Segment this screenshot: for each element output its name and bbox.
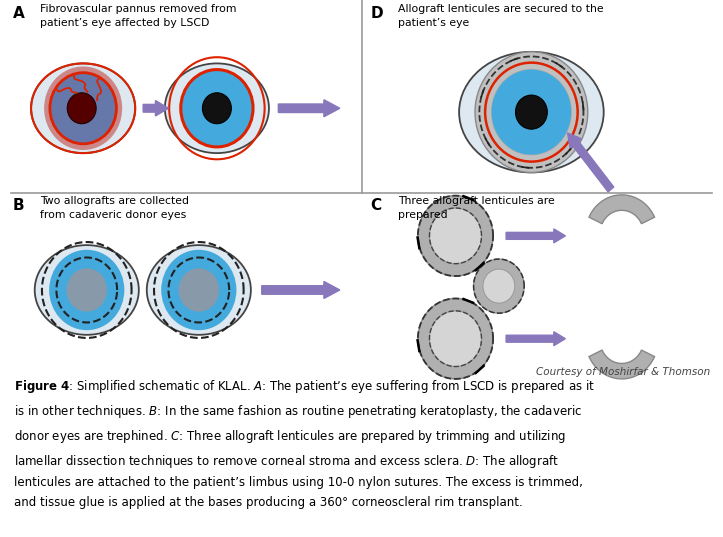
Circle shape <box>429 208 482 264</box>
Text: D: D <box>370 6 382 21</box>
Circle shape <box>492 70 571 155</box>
Circle shape <box>515 95 547 129</box>
Circle shape <box>475 52 588 172</box>
Circle shape <box>483 269 515 303</box>
Circle shape <box>179 268 219 311</box>
Ellipse shape <box>31 63 135 153</box>
Ellipse shape <box>35 245 139 335</box>
Text: Allograft lenticules are secured to the
patient’s eye: Allograft lenticules are secured to the … <box>398 4 603 28</box>
Text: Fibrovascular pannus removed from
patient’s eye affected by LSCD: Fibrovascular pannus removed from patien… <box>40 4 236 28</box>
Ellipse shape <box>459 52 604 172</box>
Polygon shape <box>589 350 654 379</box>
Circle shape <box>492 70 571 155</box>
Circle shape <box>474 259 524 313</box>
Ellipse shape <box>165 63 269 153</box>
Circle shape <box>161 250 236 330</box>
FancyArrow shape <box>506 332 565 346</box>
Polygon shape <box>589 195 654 224</box>
Circle shape <box>44 67 122 150</box>
Circle shape <box>429 311 482 367</box>
Text: A: A <box>13 6 25 21</box>
Circle shape <box>202 93 231 124</box>
FancyArrow shape <box>262 281 340 299</box>
Text: $\bf{Figure\ 4}$: Simplified schematic of KLAL. $\it{A}$: The patient’s eye suff: $\bf{Figure\ 4}$: Simplified schematic o… <box>14 378 595 509</box>
Circle shape <box>67 268 107 311</box>
Text: Three allograft lenticules are
prepared: Three allograft lenticules are prepared <box>398 197 555 220</box>
Circle shape <box>181 70 253 147</box>
Text: C: C <box>370 198 381 213</box>
Circle shape <box>418 195 493 276</box>
Ellipse shape <box>147 245 251 335</box>
Circle shape <box>49 250 124 330</box>
Text: Courtesy of Moshirfar & Thomson: Courtesy of Moshirfar & Thomson <box>536 367 710 378</box>
FancyArrow shape <box>278 100 340 117</box>
Text: B: B <box>13 198 25 213</box>
FancyArrow shape <box>506 229 565 243</box>
Circle shape <box>67 93 96 124</box>
Circle shape <box>418 299 493 379</box>
FancyArrow shape <box>143 100 168 116</box>
Circle shape <box>50 72 116 144</box>
FancyArrow shape <box>568 133 614 192</box>
Text: Two allografts are collected
from cadaveric donor eyes: Two allografts are collected from cadave… <box>40 197 189 220</box>
